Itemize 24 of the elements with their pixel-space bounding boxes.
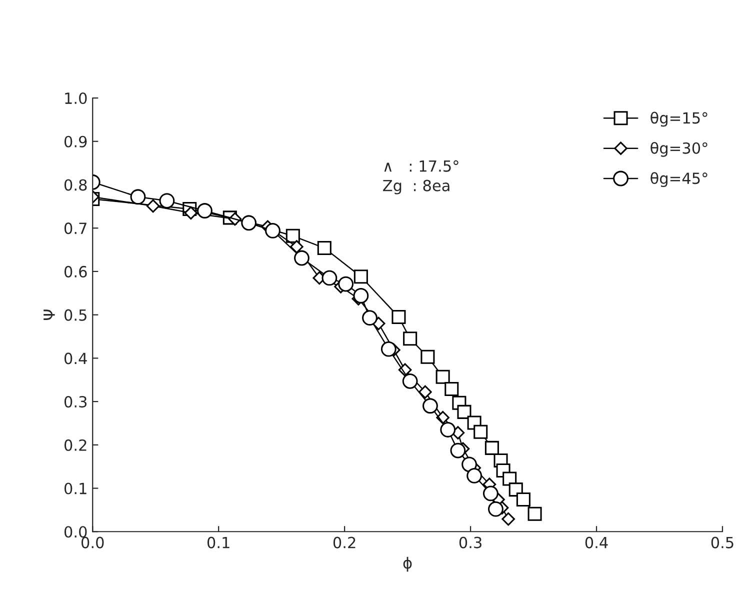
annotation: Zg : 8ea (383, 180, 450, 194)
x-tick-label: 0.0 (81, 536, 104, 548)
y-tick-label: 0.9 (64, 136, 87, 148)
annotation: ∧ : 17.5° (384, 160, 458, 172)
y-tick-label: 0.7 (64, 222, 86, 234)
y-tick-label: 1.0 (65, 92, 87, 104)
y-tick-label: 0.1 (64, 482, 86, 494)
y-tick-label: 0.4 (64, 352, 87, 364)
legend-label: θg=45° (650, 172, 708, 188)
x-tick-label: 0.1 (207, 536, 230, 548)
legend-label: θg=30° (650, 142, 708, 157)
x-tick-label: 0.4 (585, 536, 608, 548)
x-tick-label: 0.3 (459, 536, 482, 548)
x-tick-label: 0.2 (333, 536, 356, 548)
y-tick-label: 0.5 (64, 309, 86, 321)
y-tick-label: 0.3 (64, 396, 87, 408)
y-tick-label: 0.2 (64, 439, 86, 451)
x-axis-title: ϕ (403, 556, 412, 572)
y-tick-label: 0.8 (64, 179, 87, 191)
y-axis-title: Ψ (44, 310, 55, 320)
y-tick-label: 0.6 (64, 266, 87, 278)
legend-label: θg=15° (650, 112, 708, 127)
x-tick-label: 0.5 (711, 536, 734, 548)
y-tick-label: 0.0 (64, 526, 87, 538)
